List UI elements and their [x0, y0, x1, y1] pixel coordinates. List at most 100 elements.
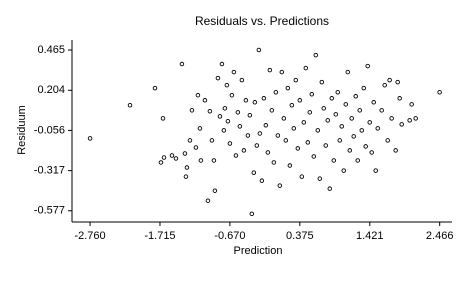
- point: [309, 92, 315, 97]
- point: [259, 178, 265, 183]
- y-tick-label: -0.056: [34, 124, 65, 136]
- point: [224, 82, 230, 88]
- point: [327, 186, 333, 191]
- y-tick-label: 0.204: [37, 84, 65, 96]
- y-tick-label: -0.317: [34, 165, 65, 177]
- point: [87, 136, 93, 141]
- y-tick-label: -0.577: [34, 205, 65, 217]
- point: [319, 79, 325, 85]
- point: [198, 158, 204, 163]
- point: [341, 168, 347, 173]
- point: [359, 128, 365, 133]
- point: [229, 92, 235, 98]
- point: [252, 100, 258, 105]
- point: [212, 188, 218, 193]
- point: [169, 153, 175, 158]
- x-tick-label: -0.670: [214, 230, 245, 242]
- x-axis-label: Prediction: [234, 245, 283, 257]
- point: [225, 119, 231, 124]
- point: [375, 126, 380, 131]
- point: [365, 63, 370, 69]
- point: [321, 106, 327, 111]
- point: [241, 148, 247, 153]
- point: [215, 75, 221, 81]
- point: [305, 140, 311, 145]
- point: [183, 174, 189, 179]
- point: [293, 77, 299, 83]
- x-tick-label: -1.715: [144, 230, 175, 242]
- point: [202, 98, 208, 103]
- point: [303, 65, 309, 71]
- point: [219, 61, 225, 67]
- point: [173, 156, 179, 161]
- point: [211, 158, 217, 163]
- point: [343, 102, 349, 107]
- point: [295, 146, 301, 151]
- point: [189, 108, 195, 113]
- point: [273, 90, 279, 95]
- point: [389, 116, 394, 121]
- point: [281, 116, 287, 121]
- point: [235, 110, 241, 115]
- point: [413, 116, 418, 121]
- point: [251, 170, 257, 175]
- point: [301, 120, 307, 125]
- point: [271, 160, 277, 165]
- point: [256, 47, 262, 53]
- point: [323, 143, 329, 148]
- point: [385, 138, 390, 143]
- x-tick-label: 1.421: [356, 230, 384, 242]
- point: [333, 112, 339, 117]
- point: [369, 150, 374, 155]
- point: [382, 82, 387, 88]
- point: [193, 145, 199, 150]
- point: [161, 155, 167, 160]
- point: [399, 122, 404, 127]
- point: [205, 198, 211, 203]
- point: [357, 108, 362, 113]
- point: [265, 150, 271, 155]
- point: [197, 126, 203, 131]
- point: [387, 77, 392, 83]
- point: [233, 153, 239, 158]
- point: [222, 106, 228, 111]
- point: [158, 160, 164, 165]
- point: [237, 124, 243, 129]
- point: [269, 108, 275, 113]
- point: [283, 138, 289, 143]
- point: [160, 116, 166, 121]
- point: [289, 102, 295, 108]
- point: [184, 165, 190, 170]
- point: [373, 168, 378, 173]
- point: [335, 90, 340, 95]
- point: [347, 148, 353, 153]
- x-tick-label: -2.760: [74, 230, 105, 242]
- point: [279, 69, 285, 75]
- point: [371, 100, 376, 105]
- y-tick-label: 0.465: [37, 44, 65, 56]
- point: [195, 92, 201, 98]
- point: [315, 128, 321, 133]
- point: [209, 138, 215, 143]
- point: [299, 174, 305, 179]
- point: [311, 154, 317, 159]
- x-tick-label: 2.466: [426, 230, 454, 242]
- point: [437, 90, 442, 95]
- point: [393, 148, 398, 153]
- point: [275, 133, 281, 138]
- point: [287, 163, 293, 168]
- point: [245, 133, 251, 138]
- point: [395, 79, 400, 85]
- point: [243, 98, 249, 103]
- point: [363, 144, 368, 149]
- point: [254, 143, 260, 148]
- point: [207, 109, 213, 114]
- point: [152, 85, 158, 91]
- point: [307, 110, 313, 115]
- point: [331, 158, 337, 163]
- point: [345, 69, 351, 75]
- point: [407, 118, 412, 123]
- point: [313, 52, 319, 58]
- point: [227, 141, 233, 146]
